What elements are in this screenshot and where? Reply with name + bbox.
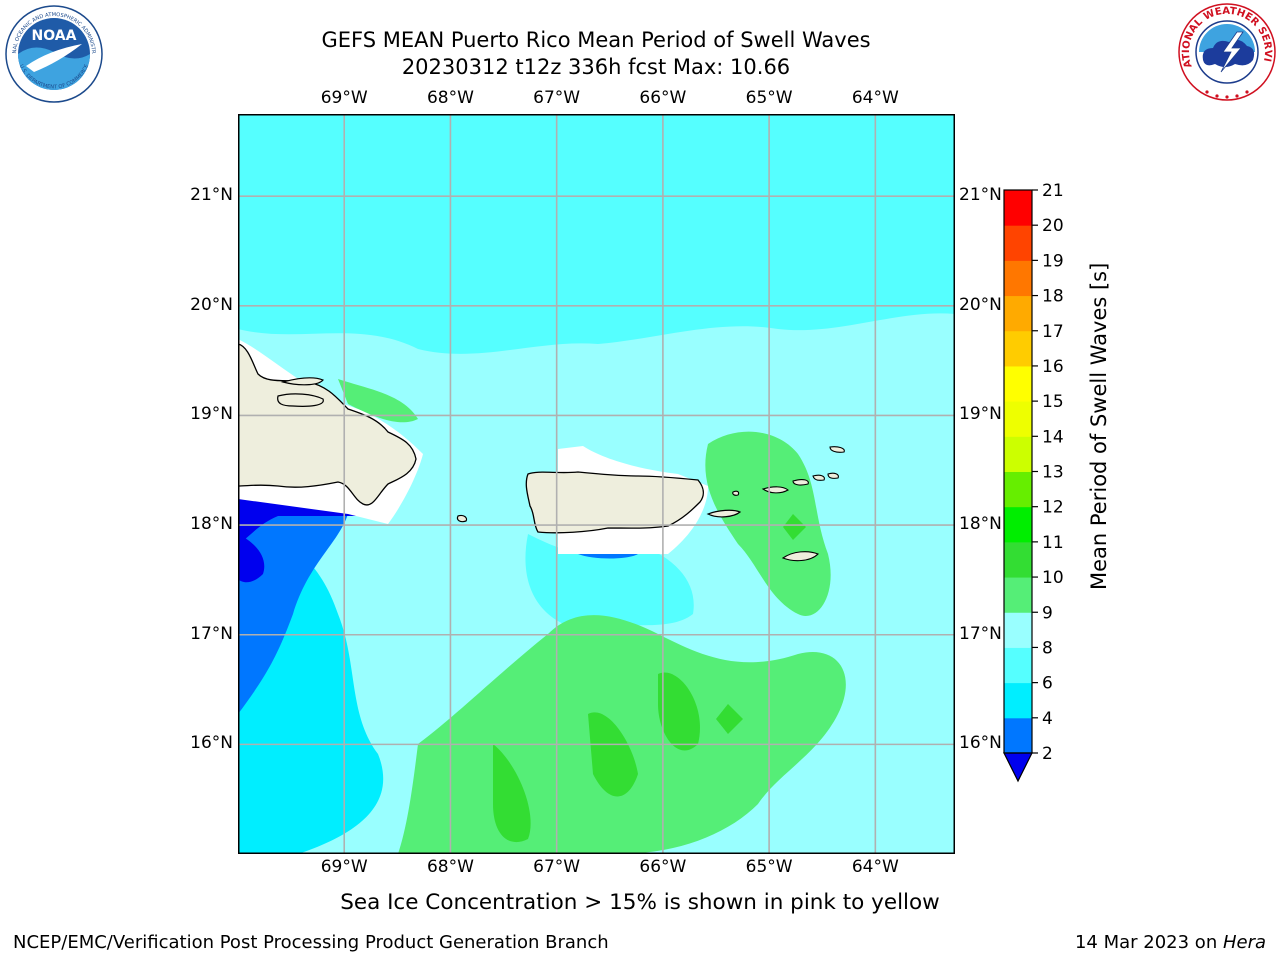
colorbar-tick-label: 17 [1042, 322, 1064, 342]
latitude-tick-label: 18°N [190, 514, 233, 535]
footer-branch-credit: NCEP/EMC/Verification Post Processing Pr… [13, 932, 609, 953]
colorbar-ticks: 2 4 6 8 9 10 11 12 13 14 15 16 17 18 19 20 21 [1032, 181, 1064, 764]
colorbar-block [1004, 647, 1032, 684]
latitude-tick-label: 21°N [959, 185, 1002, 206]
colorbar-blocks [1003, 189, 1033, 783]
field-blob-10-11s-c [658, 672, 700, 751]
field-blob-10-11s-e [783, 514, 806, 540]
longitude-tick-label: 69°W [320, 88, 368, 108]
colorbar-block [1004, 365, 1032, 402]
latitude-tick-label: 20°N [959, 294, 1002, 315]
colorbar-block [1004, 471, 1032, 508]
latitude-tick-label: 17°N [190, 623, 233, 644]
colorbar-block [1004, 577, 1032, 613]
colorbar-tick-label: 14 [1042, 427, 1064, 447]
land-hispaniola-peninsula [277, 393, 324, 407]
map-panel [238, 114, 955, 854]
colorbar-tick-label: 4 [1042, 709, 1053, 729]
latitude-tick-label: 17°N [959, 623, 1002, 644]
field-blob-10-11s-d [716, 704, 743, 734]
colorbar-tick-label: 8 [1042, 638, 1053, 658]
colorbar-underflow-arrow [1003, 752, 1033, 783]
field-region-9-10s-northwest [338, 379, 418, 423]
colorbar-block [1004, 612, 1032, 648]
colorbar: 2 4 6 8 9 10 11 12 13 14 15 16 17 18 19 20 21 [1003, 181, 1064, 783]
colorbar-tick-label: 16 [1042, 357, 1064, 377]
longitude-tick-label: 64°W [851, 857, 899, 877]
footer-date-host: 14 Mar 2023 on Hera [1075, 932, 1266, 953]
map-frame [238, 114, 955, 854]
colorbar-block [1004, 717, 1032, 754]
field-patch-2-4s-west [238, 499, 358, 583]
colorbar-tick-label: 6 [1042, 674, 1053, 694]
colorbar-block [1004, 401, 1032, 437]
colorbar-block [1004, 506, 1032, 543]
field-patch-4-6s-west [238, 514, 348, 714]
field-blob-10-11s-a [493, 744, 531, 843]
longitude-tick-label: 66°W [639, 88, 687, 108]
chart-title: GEFS MEAN Puerto Rico Mean Period of Swe… [321, 28, 871, 52]
longitude-tick-label: 68°W [426, 88, 474, 108]
colorbar-tick-label: 20 [1042, 216, 1064, 236]
sea-ice-caption: Sea Ice Concentration > 15% is shown in … [340, 890, 940, 915]
star-icons [1205, 90, 1249, 99]
nws-logo: NATIONAL WEATHER SERVICE [1177, 2, 1276, 101]
graticule [238, 114, 955, 854]
land-vieques [706, 509, 742, 518]
chart-subtitle: 20230312 t12z 336h fcst Max: 10.66 [401, 55, 791, 79]
colorbar-block [1004, 330, 1032, 367]
colorbar-label-wrap: Mean Period of Swell Waves [s] [979, 263, 1219, 590]
latitude-tick-label: 16°N [190, 733, 233, 754]
field-blob-10-11s-b [588, 712, 638, 797]
colorbar-tick-label: 15 [1042, 392, 1064, 412]
colorbar-block [1004, 190, 1032, 226]
longitude-tick-label: 69°W [320, 857, 368, 877]
noaa-logo-text: NOAA [32, 28, 77, 44]
colorbar-tick-label: 19 [1042, 251, 1064, 271]
latitude-tick-label: 19°N [959, 404, 1002, 425]
colorbar-tick-label: 9 [1042, 603, 1053, 623]
longitude-tick-label: 68°W [426, 857, 474, 877]
longitude-tick-label: 65°W [745, 857, 793, 877]
colorbar-tick-label: 13 [1042, 463, 1064, 483]
land-puerto-rico [525, 471, 704, 534]
field-region-9-10s-northeast [705, 431, 831, 616]
land-mona-island [456, 514, 468, 523]
land-virgin-islands [732, 446, 845, 562]
colorbar-tick-label: 21 [1042, 181, 1064, 201]
colorbar-block [1004, 260, 1032, 297]
latitude-tick-label: 20°N [190, 294, 233, 315]
field-patch-4-6s-south-pr [578, 554, 638, 559]
colorbar-block [1004, 295, 1032, 332]
longitude-tick-label: 67°W [533, 88, 581, 108]
colorbar-tick-label: 2 [1042, 744, 1053, 764]
footer-host: Hera [1222, 932, 1266, 953]
latitude-tick-label: 18°N [959, 514, 1002, 535]
latitude-tick-label: 19°N [190, 404, 233, 425]
field-plume-7s-central [525, 534, 694, 629]
longitude-tick-label: 67°W [533, 857, 581, 877]
latitude-tick-label: 21°N [190, 185, 233, 206]
colorbar-block [1004, 225, 1032, 261]
noaa-logo: NOAA NATIONAL OCEANIC AND ATMOSPHERIC AD… [4, 4, 103, 103]
colorbar-block [1004, 436, 1032, 472]
footer-date: 14 Mar 2023 on [1074, 932, 1223, 953]
colorbar-block [1004, 541, 1032, 578]
land-hispaniola-islet [280, 377, 324, 386]
longitude-tick-label: 66°W [639, 857, 687, 877]
longitude-tick-label: 64°W [851, 88, 899, 108]
colorbar-tick-label: 11 [1042, 533, 1064, 553]
colorbar-tick-label: 18 [1042, 287, 1064, 307]
colorbar-block [1004, 682, 1032, 719]
latitude-tick-label: 16°N [959, 733, 1002, 754]
colorbar-tick-label: 12 [1042, 498, 1064, 518]
colorbar-tick-label: 10 [1042, 568, 1064, 588]
longitude-tick-label: 65°W [745, 88, 793, 108]
colorbar-label: Mean Period of Swell Waves [s] [1087, 262, 1111, 590]
